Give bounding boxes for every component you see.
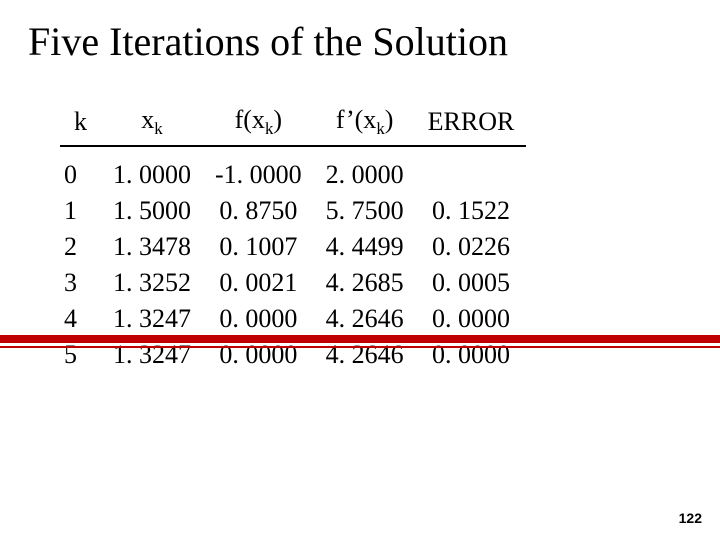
cell-fpxk: 2. 0000 [314, 157, 416, 193]
cell-fxk: 0. 0000 [203, 337, 314, 373]
col-xk-sub: k [154, 119, 162, 138]
header-row: k xk f(xk) f’(xk) ERROR [60, 105, 526, 143]
col-fxk: f(xk) [203, 105, 314, 143]
cell-error: 0. 0000 [416, 301, 527, 337]
col-fxk-post: ) [273, 105, 282, 134]
cell-error: 0. 0005 [416, 265, 527, 301]
cell-k: 4 [60, 301, 101, 337]
cell-k: 1 [60, 193, 101, 229]
cell-fxk: 0. 0000 [203, 301, 314, 337]
col-xk: xk [101, 105, 203, 143]
header-rule-line [60, 145, 526, 147]
iteration-table-wrap: k xk f(xk) f’(xk) ERROR [60, 105, 560, 373]
col-k-label: k [74, 107, 87, 136]
cell-fxk: 0. 0021 [203, 265, 314, 301]
table-row: 41. 32470. 00004. 26460. 0000 [60, 301, 526, 337]
col-fpxk-post: ) [385, 105, 394, 134]
table-body: 01. 0000-1. 00002. 000011. 50000. 87505.… [60, 143, 526, 373]
col-error-label: ERROR [428, 107, 515, 136]
page-number: 122 [679, 510, 702, 526]
cell-fpxk: 4. 2685 [314, 265, 416, 301]
table-row: 31. 32520. 00214. 26850. 0005 [60, 265, 526, 301]
col-error: ERROR [416, 105, 527, 143]
cell-xk: 1. 3252 [101, 265, 203, 301]
cell-k: 2 [60, 229, 101, 265]
col-fxk-pre: f(x [235, 105, 265, 134]
slide: Five Iterations of the Solution k xk f(x… [0, 0, 720, 540]
cell-fxk: -1. 0000 [203, 157, 314, 193]
col-xk-base: x [141, 105, 154, 134]
cell-xk: 1. 3247 [101, 337, 203, 373]
cell-error: 0. 0226 [416, 229, 527, 265]
cell-k: 5 [60, 337, 101, 373]
cell-error: 0. 0000 [416, 337, 527, 373]
cell-error: 0. 1522 [416, 193, 527, 229]
iteration-table: k xk f(xk) f’(xk) ERROR [60, 105, 526, 373]
col-k: k [60, 105, 101, 143]
cell-k: 0 [60, 157, 101, 193]
cell-xk: 1. 0000 [101, 157, 203, 193]
col-fpxk: f’(xk) [314, 105, 416, 143]
table-row: 11. 50000. 87505. 75000. 1522 [60, 193, 526, 229]
header-rule-row [60, 143, 526, 157]
cell-fpxk: 4. 2646 [314, 337, 416, 373]
table-row: 51. 32470. 00004. 26460. 0000 [60, 337, 526, 373]
table-row: 21. 34780. 10074. 44990. 0226 [60, 229, 526, 265]
cell-fpxk: 4. 2646 [314, 301, 416, 337]
cell-k: 3 [60, 265, 101, 301]
cell-fxk: 0. 8750 [203, 193, 314, 229]
slide-title: Five Iterations of the Solution [28, 18, 508, 65]
cell-fpxk: 5. 7500 [314, 193, 416, 229]
cell-error [416, 157, 527, 193]
col-fpxk-sub: k [376, 119, 384, 138]
cell-xk: 1. 3478 [101, 229, 203, 265]
header-rule-cell [60, 143, 526, 157]
cell-fxk: 0. 1007 [203, 229, 314, 265]
cell-xk: 1. 3247 [101, 301, 203, 337]
table-row: 01. 0000-1. 00002. 0000 [60, 157, 526, 193]
table-head: k xk f(xk) f’(xk) ERROR [60, 105, 526, 143]
col-fpxk-pre: f’(x [336, 105, 376, 134]
cell-xk: 1. 5000 [101, 193, 203, 229]
cell-fpxk: 4. 4499 [314, 229, 416, 265]
